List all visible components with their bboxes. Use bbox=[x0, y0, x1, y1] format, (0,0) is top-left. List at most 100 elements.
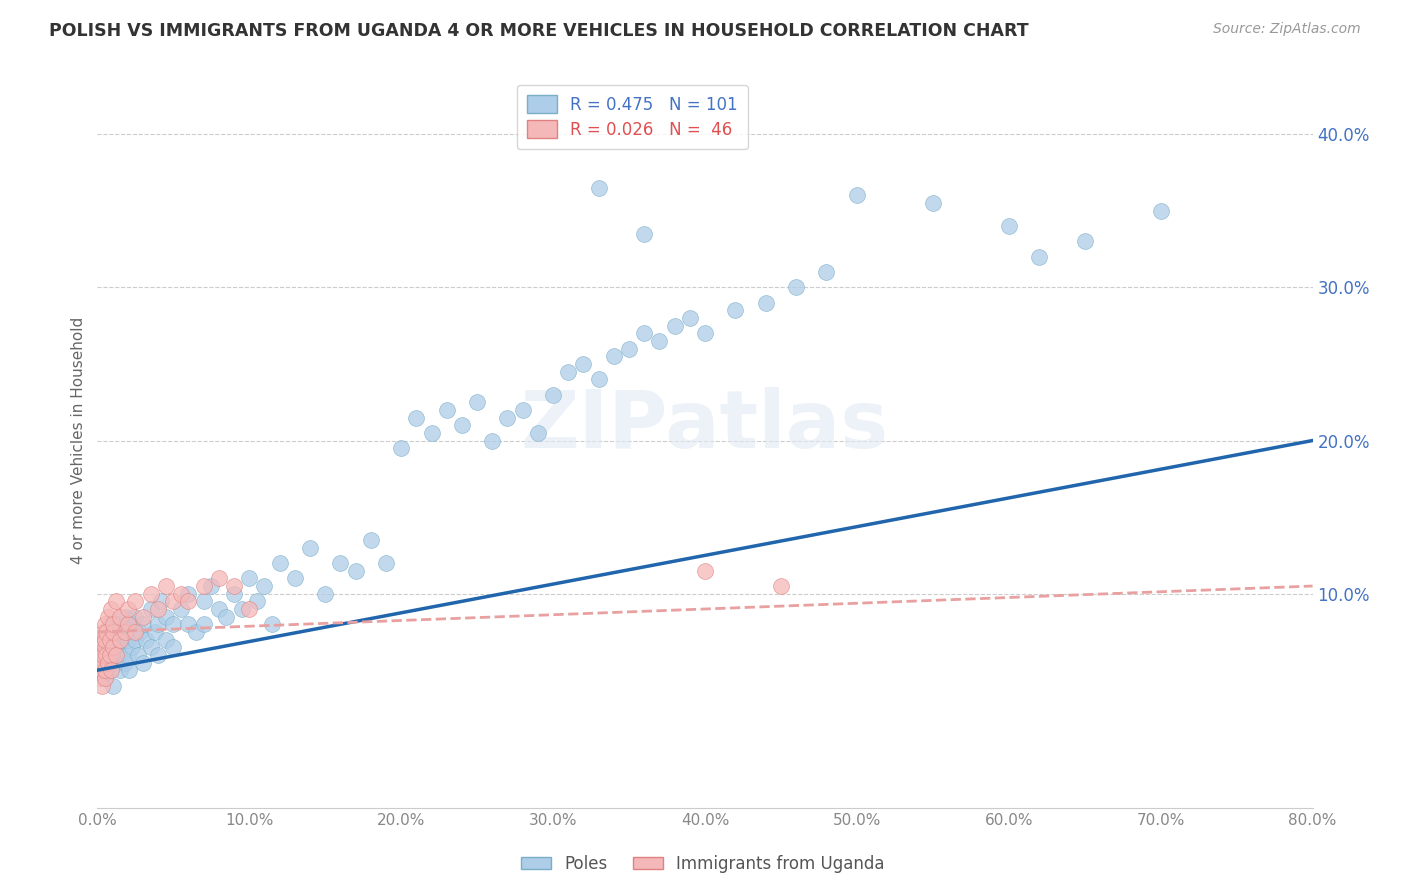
Point bbox=[238, 602, 260, 616]
Point bbox=[184, 624, 207, 639]
Point bbox=[1149, 203, 1171, 218]
Point bbox=[96, 663, 118, 677]
Point bbox=[724, 303, 747, 318]
Point bbox=[193, 617, 215, 632]
Point bbox=[132, 656, 155, 670]
Point bbox=[162, 640, 184, 655]
Point bbox=[648, 334, 671, 348]
Point bbox=[146, 648, 169, 662]
Point bbox=[155, 632, 177, 647]
Point bbox=[170, 602, 193, 616]
Point bbox=[139, 602, 162, 616]
Point bbox=[193, 594, 215, 608]
Point bbox=[170, 587, 193, 601]
Point bbox=[572, 357, 595, 371]
Point bbox=[314, 587, 336, 601]
Point bbox=[112, 632, 135, 647]
Point bbox=[98, 624, 121, 639]
Point bbox=[108, 663, 131, 677]
Point bbox=[107, 617, 129, 632]
Point bbox=[139, 587, 162, 601]
Point bbox=[193, 579, 215, 593]
Point bbox=[1028, 250, 1050, 264]
Point bbox=[451, 418, 474, 433]
Point bbox=[344, 564, 367, 578]
Point bbox=[96, 648, 118, 662]
Point bbox=[98, 648, 121, 662]
Point bbox=[997, 219, 1019, 234]
Point bbox=[97, 640, 120, 655]
Point bbox=[360, 533, 382, 547]
Point bbox=[93, 624, 115, 639]
Point bbox=[94, 640, 117, 655]
Point bbox=[143, 624, 166, 639]
Point bbox=[481, 434, 503, 448]
Point bbox=[512, 403, 534, 417]
Point bbox=[139, 640, 162, 655]
Point bbox=[755, 295, 778, 310]
Point bbox=[100, 617, 122, 632]
Point bbox=[100, 663, 122, 677]
Point bbox=[215, 609, 238, 624]
Point bbox=[177, 587, 200, 601]
Point bbox=[253, 579, 276, 593]
Point bbox=[117, 648, 139, 662]
Point bbox=[588, 372, 610, 386]
Text: Source: ZipAtlas.com: Source: ZipAtlas.com bbox=[1213, 22, 1361, 37]
Point bbox=[104, 656, 127, 670]
Legend: R = 0.475   N = 101, R = 0.026   N =  46: R = 0.475 N = 101, R = 0.026 N = 46 bbox=[516, 85, 748, 149]
Point bbox=[90, 679, 112, 693]
Point bbox=[118, 663, 141, 677]
Point bbox=[96, 624, 118, 639]
Point bbox=[104, 648, 127, 662]
Point bbox=[269, 556, 291, 570]
Point bbox=[679, 311, 702, 326]
Point bbox=[246, 594, 269, 608]
Point bbox=[98, 632, 121, 647]
Point bbox=[94, 671, 117, 685]
Point bbox=[162, 594, 184, 608]
Y-axis label: 4 or more Vehicles in Household: 4 or more Vehicles in Household bbox=[72, 317, 86, 564]
Point bbox=[921, 196, 943, 211]
Point bbox=[98, 663, 121, 677]
Point bbox=[117, 632, 139, 647]
Point bbox=[104, 594, 127, 608]
Point bbox=[155, 609, 177, 624]
Point bbox=[557, 365, 579, 379]
Point bbox=[465, 395, 488, 409]
Point bbox=[117, 617, 139, 632]
Point bbox=[90, 632, 112, 647]
Point bbox=[208, 602, 231, 616]
Point bbox=[664, 318, 686, 333]
Point bbox=[132, 609, 155, 624]
Point bbox=[94, 632, 117, 647]
Point bbox=[89, 648, 111, 662]
Point bbox=[103, 640, 125, 655]
Point bbox=[200, 579, 222, 593]
Point bbox=[769, 579, 792, 593]
Point bbox=[94, 671, 117, 685]
Point bbox=[114, 624, 136, 639]
Text: ZIPatlas: ZIPatlas bbox=[520, 387, 889, 465]
Point bbox=[146, 617, 169, 632]
Point bbox=[260, 617, 283, 632]
Point bbox=[1073, 235, 1095, 249]
Point bbox=[101, 624, 124, 639]
Point bbox=[108, 609, 131, 624]
Point bbox=[108, 632, 131, 647]
Point bbox=[162, 617, 184, 632]
Point bbox=[90, 656, 112, 670]
Point bbox=[117, 602, 139, 616]
Point bbox=[633, 227, 655, 241]
Point bbox=[101, 632, 124, 647]
Legend: Poles, Immigrants from Uganda: Poles, Immigrants from Uganda bbox=[515, 848, 891, 880]
Point bbox=[693, 564, 716, 578]
Point bbox=[101, 648, 124, 662]
Point bbox=[94, 663, 117, 677]
Point bbox=[121, 640, 143, 655]
Point bbox=[128, 624, 150, 639]
Point bbox=[420, 425, 443, 440]
Point bbox=[617, 342, 640, 356]
Point bbox=[101, 679, 124, 693]
Point bbox=[132, 617, 155, 632]
